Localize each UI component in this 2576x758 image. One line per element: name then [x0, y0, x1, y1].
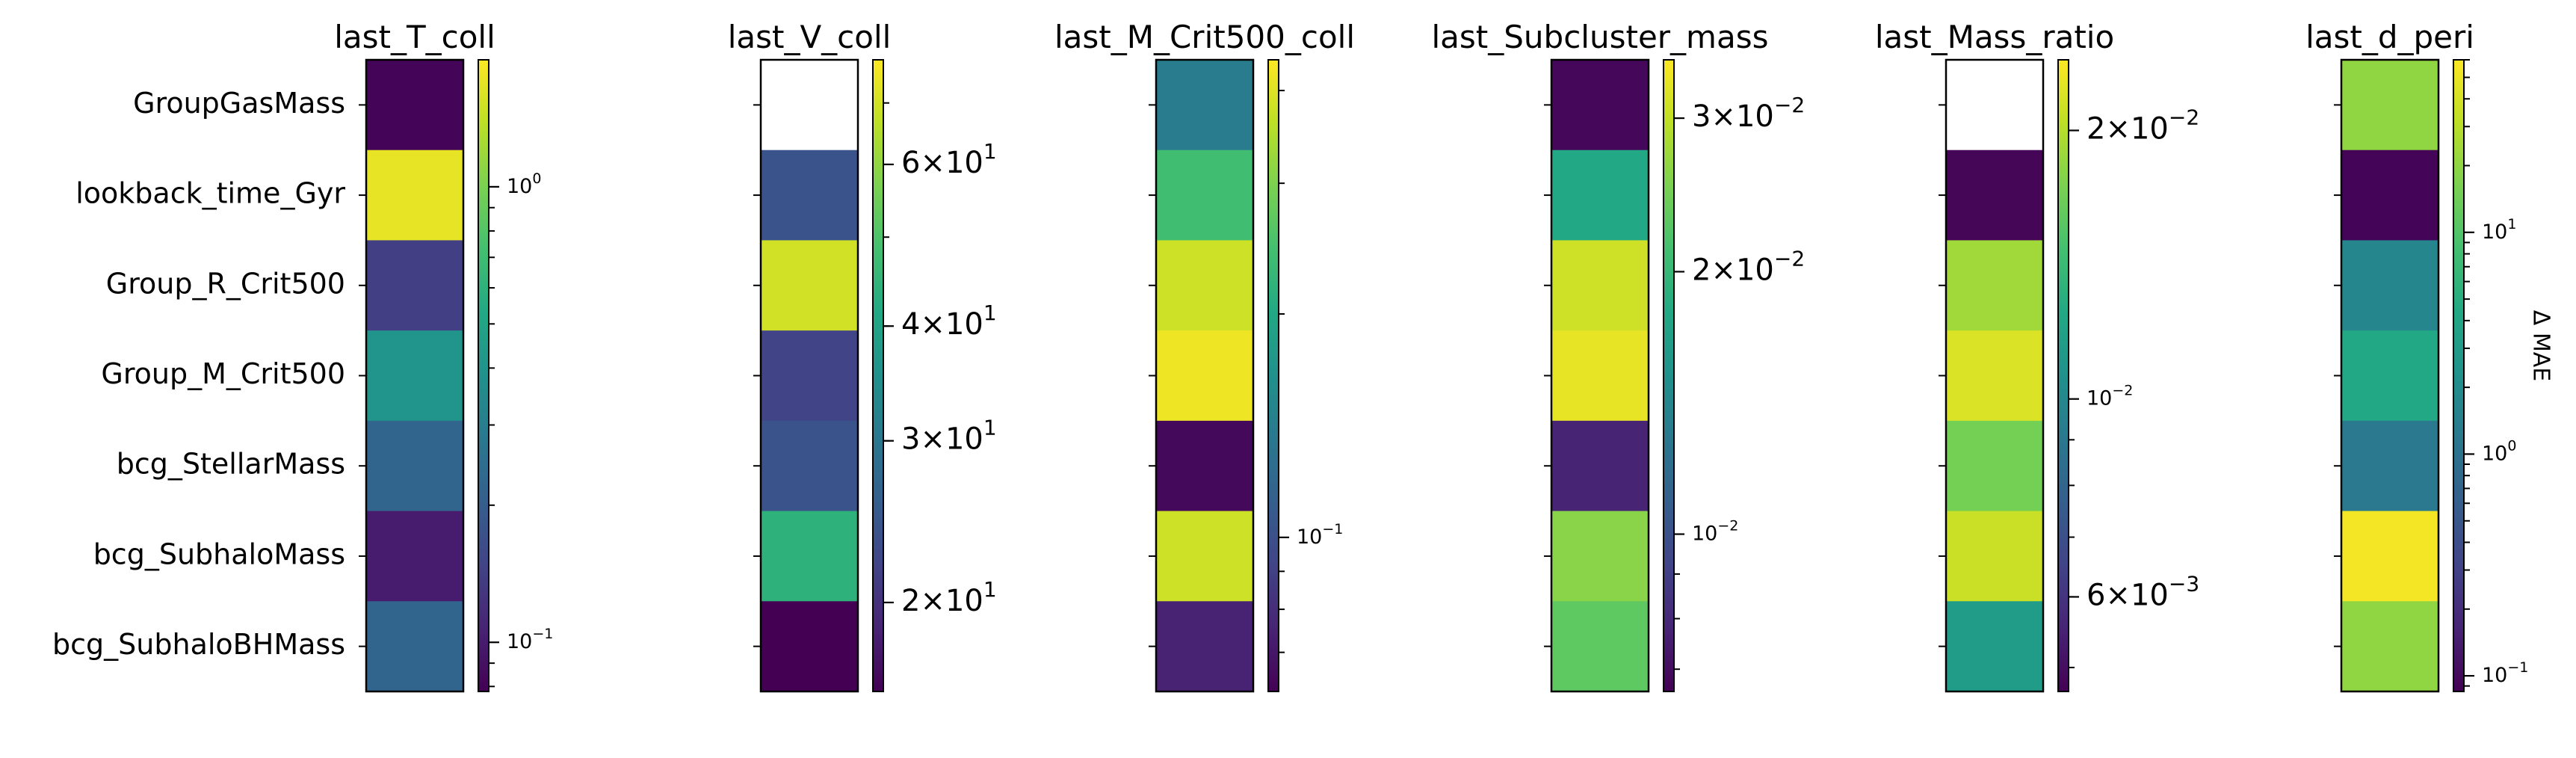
row-label-bcg_SubhaloMass: bcg_SubhaloMass — [93, 537, 345, 570]
heatmap-cell — [2341, 511, 2438, 602]
colorbar-fill — [1664, 60, 1674, 691]
heatmap-cell — [366, 601, 463, 692]
heatmap-cell — [761, 240, 858, 331]
colorbar-fill — [478, 60, 489, 691]
heatmap-cell — [1946, 511, 2043, 602]
row-label-Group_R_Crit500: Group_R_Crit500 — [106, 267, 345, 300]
heatmap-cell — [761, 511, 858, 602]
colorbar-tick-label: 3×10−2 — [1692, 93, 1805, 134]
colorbar-fill — [1268, 60, 1279, 691]
heatmap-cell — [1551, 60, 1649, 151]
row-label-bcg_SubhaloBHMass: bcg_SubhaloBHMass — [52, 628, 345, 661]
heatmap-cell — [366, 240, 463, 331]
heatmap-cell — [2341, 420, 2438, 512]
heatmap-cell — [366, 150, 463, 241]
heatmap-cell — [366, 511, 463, 602]
heatmap-cell — [1551, 240, 1649, 331]
panel-title: last_M_Crit500_coll — [1054, 19, 1355, 55]
row-label-Group_M_Crit500: Group_M_Crit500 — [101, 357, 345, 390]
colorbar-tick-label: 10−2 — [1692, 517, 1738, 545]
heatmap-cell — [366, 330, 463, 422]
heatmap-cell — [1946, 420, 2043, 512]
heatmap-cell — [2341, 240, 2438, 331]
colorbar-tick-label: 10−2 — [2087, 382, 2133, 410]
colorbar-fill — [2453, 60, 2464, 691]
heatmap-cell — [1156, 150, 1253, 241]
row-label-GroupGasMass: GroupGasMass — [133, 87, 345, 120]
heatmap-cell — [1156, 60, 1253, 151]
colorbar-tick-label: 2×10−2 — [1692, 246, 1805, 287]
colorbar-tick-label: 100 — [507, 170, 541, 197]
colorbar-tick-label: 2×101 — [901, 577, 997, 618]
heatmap-cell — [1156, 601, 1253, 692]
heatmap-cell — [1946, 330, 2043, 422]
row-label-bcg_StellarMass: bcg_StellarMass — [117, 448, 345, 481]
colorbar-frame — [2057, 59, 2069, 692]
colorbar-tick-label: 100 — [2482, 437, 2516, 465]
heatmap-cell — [1156, 240, 1253, 331]
colorbar-tick-label: 6×101 — [901, 139, 997, 180]
colorbar-tick-label: 3×101 — [901, 416, 997, 457]
heatmap-panel-last_d_peri: last_d_peri — [2305, 19, 2474, 693]
panel-title: last_V_coll — [728, 19, 892, 55]
row-label-lookback_time_Gyr: lookback_time_Gyr — [75, 177, 345, 210]
heatmap-cell — [1551, 330, 1649, 422]
heatmap-cell — [1156, 330, 1253, 422]
colorbar-frame — [1267, 59, 1279, 692]
colorbar-fill — [2058, 60, 2069, 691]
colorbar-tick-label: 4×101 — [901, 301, 997, 342]
colorbar-frame — [478, 59, 489, 692]
colorbar-tick-label: 2×10−2 — [2087, 105, 2199, 146]
heatmap-panel-last_T_coll: last_T_coll — [334, 19, 499, 693]
heatmap-cell — [761, 150, 858, 241]
heatmap-cell — [366, 420, 463, 512]
heatmap-cell — [761, 330, 858, 422]
heatmap-cell — [761, 420, 858, 512]
heatmap-cell — [1551, 511, 1649, 602]
panel-title: last_Subcluster_mass — [1432, 19, 1769, 55]
colorbar-tick-label: 101 — [2482, 215, 2516, 243]
colorbar-frame — [1663, 59, 1675, 692]
heatmap-panel-last_Mass_ratio: last_Mass_ratio — [1875, 19, 2114, 693]
heatmap-cell — [761, 60, 858, 151]
panel-title: last_T_coll — [334, 19, 495, 55]
colorbar-tick-label: 10−1 — [507, 626, 553, 653]
heatmap-cell — [1946, 60, 2043, 151]
heatmap-cell — [2341, 330, 2438, 422]
panel-title: last_Mass_ratio — [1875, 19, 2114, 55]
colorbar-fill — [873, 60, 883, 691]
heatmap-cell — [2341, 150, 2438, 241]
heatmap-panel-last_Subcluster_mass: last_Subcluster_mass — [1432, 19, 1769, 693]
colorbar-frame — [2453, 59, 2465, 692]
panel-title: last_d_peri — [2305, 19, 2474, 55]
heatmap-panel-last_V_coll: last_V_coll — [728, 19, 894, 693]
colorbar-tick-label: 6×10−3 — [2087, 571, 2199, 612]
colorbar-label: Δ MAE — [2528, 310, 2554, 381]
heatmap-cell — [1946, 240, 2043, 331]
colorbar-frame — [872, 59, 884, 692]
colorbar-tick-label: 10−1 — [2482, 659, 2528, 687]
chart-layer: GroupGasMass lookback_time_Gyr Group_R_Cri… — [52, 19, 2554, 693]
heatmap-cell — [1156, 420, 1253, 512]
heatmap-cell — [366, 60, 463, 151]
heatmap-cell — [1156, 511, 1253, 602]
heatmap-cell — [1946, 150, 2043, 241]
heatmap-cell — [1551, 601, 1649, 692]
heatmap-cell — [1551, 420, 1649, 512]
heatmap-cell — [2341, 601, 2438, 692]
colorbar-tick-label: 10−1 — [1297, 520, 1343, 548]
heatmap-cell — [761, 601, 858, 692]
heatmap-cell — [1946, 601, 2043, 692]
heatmap-cell — [2341, 60, 2438, 151]
heatmap-cell — [1551, 150, 1649, 241]
heatmap-panel-last_M_Crit500_coll: last_M_Crit500_coll — [1054, 19, 1355, 693]
